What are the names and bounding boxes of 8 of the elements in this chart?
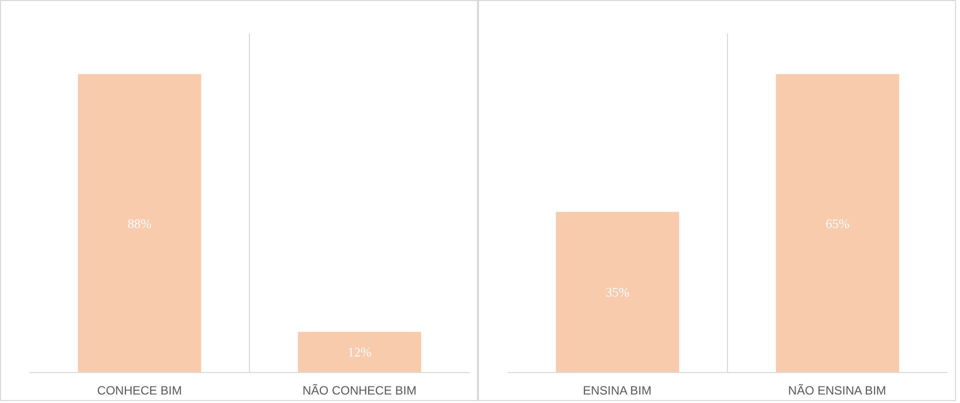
x-tick-label: CONHECE BIM: [97, 384, 182, 398]
data-label: 65%: [826, 216, 850, 231]
data-label: 35%: [606, 284, 630, 300]
data-label: 88%: [128, 216, 152, 231]
x-tick-label: NÃO CONHECE BIM: [302, 384, 417, 398]
x-tick-label: NÃO ENSINA BIM: [788, 384, 886, 398]
x-tick-label: ENSINA BIM: [582, 384, 652, 398]
data-label: 12%: [348, 344, 372, 360]
